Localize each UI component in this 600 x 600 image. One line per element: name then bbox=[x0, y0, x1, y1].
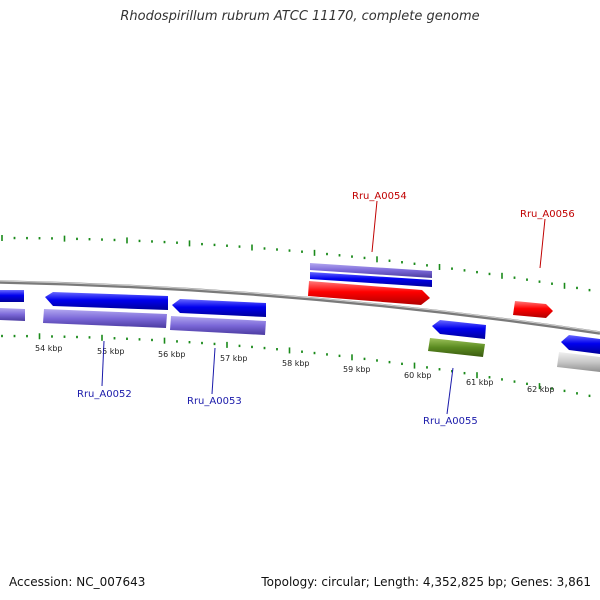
gene-labels: Rru_A0052 Rru_A0053 Rru_A0054 Rru_A0055 … bbox=[77, 191, 575, 427]
cog-track bbox=[0, 308, 600, 372]
cds-feature[interactable] bbox=[513, 301, 553, 318]
kbp-label: 55 kbp bbox=[97, 347, 125, 356]
map-title: Rhodospirillum rubrum ATCC 11170, comple… bbox=[120, 9, 480, 24]
cog-feature[interactable] bbox=[557, 352, 600, 372]
kbp-label: 54 kbp bbox=[35, 344, 63, 353]
cog-feature[interactable] bbox=[428, 338, 485, 357]
gene-label[interactable]: Rru_A0054 bbox=[352, 191, 407, 202]
reverse-cds-track bbox=[0, 263, 600, 354]
cds-feature[interactable] bbox=[561, 335, 600, 354]
kbp-labels: 54 kbp 55 kbp 56 kbp 57 kbp 58 kbp 59 kb… bbox=[35, 344, 555, 394]
kbp-label: 60 kbp bbox=[404, 371, 432, 380]
forward-cds-track bbox=[308, 281, 553, 318]
cds-feature[interactable] bbox=[310, 263, 432, 278]
kbp-label: 57 kbp bbox=[220, 354, 248, 363]
cog-feature[interactable] bbox=[0, 308, 25, 321]
outer-tick-ring bbox=[1, 235, 591, 292]
cds-feature[interactable] bbox=[45, 292, 168, 310]
kbp-label: 61 kbp bbox=[466, 378, 494, 387]
kbp-label: 58 kbp bbox=[282, 359, 310, 368]
cds-feature[interactable] bbox=[172, 299, 266, 317]
cog-feature[interactable] bbox=[170, 316, 266, 335]
genome-backbone-highlight bbox=[0, 280, 600, 333]
gene-label[interactable]: Rru_A0055 bbox=[423, 416, 478, 427]
gene-label[interactable]: Rru_A0056 bbox=[520, 209, 575, 220]
cog-feature[interactable] bbox=[43, 309, 167, 328]
cds-feature[interactable] bbox=[308, 281, 430, 305]
cds-feature[interactable] bbox=[432, 320, 486, 339]
genome-backbone bbox=[0, 280, 600, 335]
cds-feature[interactable] bbox=[310, 272, 432, 287]
cds-feature[interactable] bbox=[0, 290, 24, 302]
gene-label[interactable]: Rru_A0052 bbox=[77, 389, 132, 400]
gene-label[interactable]: Rru_A0053 bbox=[187, 396, 242, 407]
accession-text: Accession: NC_007643 bbox=[9, 575, 146, 589]
kbp-label: 59 kbp bbox=[343, 365, 371, 374]
genome-summary-text: Topology: circular; Length: 4,352,825 bp… bbox=[261, 575, 591, 589]
kbp-label: 56 kbp bbox=[158, 350, 186, 359]
kbp-label: 62 kbp bbox=[527, 385, 555, 394]
